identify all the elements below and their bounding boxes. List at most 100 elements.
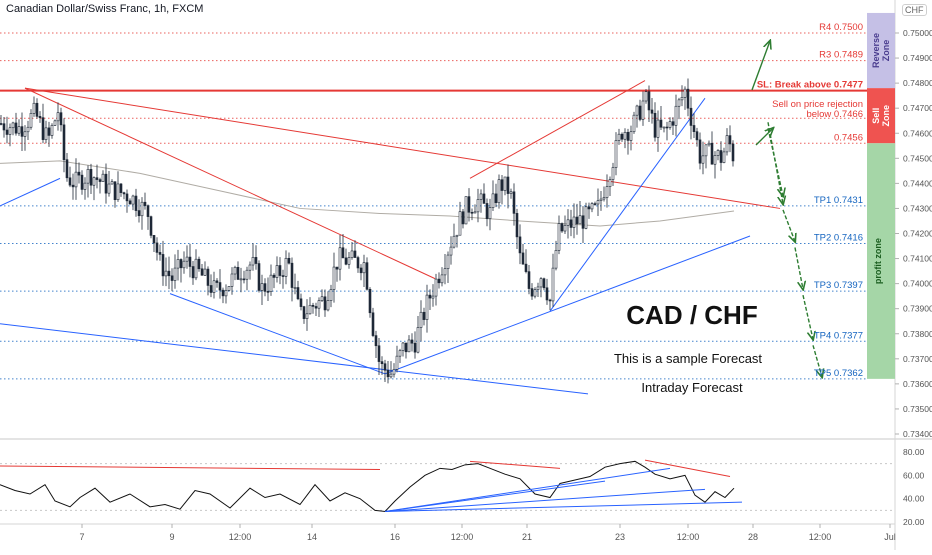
candle-157 bbox=[470, 208, 474, 221]
trendline-1[interactable] bbox=[24, 87, 781, 209]
candle-173 bbox=[518, 224, 522, 265]
candle-70 bbox=[209, 274, 213, 298]
candle-182 bbox=[545, 278, 549, 305]
candle-49 bbox=[146, 204, 150, 230]
candle-110 bbox=[329, 284, 333, 308]
candle-162 bbox=[485, 198, 489, 227]
candle-111 bbox=[332, 252, 336, 303]
candle-40 bbox=[119, 183, 123, 197]
ytick-label-8: 0.74200 bbox=[903, 229, 932, 239]
rsi-ytick-label-3: 20.00 bbox=[903, 517, 925, 527]
trendline-0[interactable] bbox=[24, 87, 436, 280]
candle-159 bbox=[476, 188, 480, 223]
candle-133 bbox=[398, 348, 402, 363]
candle-132 bbox=[395, 345, 399, 373]
candle-42 bbox=[125, 189, 129, 213]
candle-137 bbox=[410, 333, 414, 352]
ytick-label-11: 0.73900 bbox=[903, 304, 932, 314]
candle-108 bbox=[323, 289, 327, 317]
pair-title: CAD / CHF bbox=[626, 300, 757, 330]
candle-190 bbox=[569, 209, 573, 237]
candle-28 bbox=[83, 177, 87, 200]
candle-26 bbox=[77, 162, 81, 184]
level-label-0: R4 0.7500 bbox=[819, 22, 863, 33]
candle-202 bbox=[605, 174, 609, 208]
level-label-9: TP5 0.7362 bbox=[814, 368, 863, 379]
candle-12 bbox=[35, 98, 39, 119]
rsi-trendline-4[interactable] bbox=[384, 467, 671, 512]
candle-143 bbox=[428, 289, 432, 310]
candle-13 bbox=[38, 111, 42, 123]
candle-74 bbox=[221, 287, 225, 304]
rsi-trendline-6[interactable] bbox=[384, 501, 743, 512]
candle-223 bbox=[668, 117, 672, 130]
candle-177 bbox=[530, 283, 534, 300]
candle-18 bbox=[53, 119, 57, 127]
xtick-label-9: 28 bbox=[748, 532, 758, 542]
candle-183 bbox=[548, 298, 552, 311]
zone-label-2: profit zone bbox=[873, 238, 883, 284]
trendline-7[interactable] bbox=[384, 235, 751, 375]
candle-142 bbox=[425, 284, 429, 333]
candle-213 bbox=[638, 99, 642, 122]
candle-165 bbox=[494, 183, 498, 208]
trendline-6[interactable] bbox=[549, 97, 706, 312]
candle-161 bbox=[482, 183, 486, 204]
forecast-caption: Intraday Forecast bbox=[641, 380, 743, 395]
candle-240 bbox=[719, 141, 723, 171]
candle-83 bbox=[248, 261, 252, 280]
candle-17 bbox=[50, 123, 54, 139]
candle-51 bbox=[152, 234, 156, 252]
candle-170 bbox=[509, 188, 513, 199]
candle-96 bbox=[287, 252, 291, 265]
candle-54 bbox=[161, 240, 165, 286]
forecast-arrow-up bbox=[751, 41, 770, 91]
candle-238 bbox=[713, 151, 717, 179]
candle-129 bbox=[386, 361, 390, 384]
currency-badge[interactable]: CHF bbox=[902, 4, 927, 16]
candle-171 bbox=[512, 183, 516, 226]
candle-209 bbox=[626, 128, 630, 155]
xtick-label-4: 16 bbox=[390, 532, 400, 542]
candle-79 bbox=[236, 261, 240, 280]
candle-217 bbox=[650, 98, 654, 124]
candle-186 bbox=[557, 215, 561, 255]
candle-127 bbox=[380, 356, 384, 375]
candle-178 bbox=[533, 287, 537, 299]
candle-32 bbox=[95, 164, 99, 189]
candle-153 bbox=[458, 201, 462, 236]
rsi-trendline-0[interactable] bbox=[0, 465, 381, 470]
candle-160 bbox=[479, 189, 483, 213]
ytick-label-16: 0.73400 bbox=[903, 429, 932, 439]
candle-130 bbox=[389, 361, 393, 379]
trendline-2[interactable] bbox=[469, 80, 646, 179]
candle-197 bbox=[590, 202, 594, 213]
candle-46 bbox=[137, 199, 141, 223]
candle-22 bbox=[65, 153, 69, 182]
xtick-label-11: Jul bbox=[884, 532, 896, 542]
trendline-5[interactable] bbox=[0, 323, 589, 395]
candle-59 bbox=[176, 249, 180, 281]
level-label-8: TP4 0.7377 bbox=[814, 330, 863, 341]
rsi-trendline-1[interactable] bbox=[469, 460, 561, 469]
trendline-3[interactable] bbox=[0, 177, 61, 207]
candle-231 bbox=[692, 113, 696, 139]
candle-164 bbox=[491, 180, 495, 212]
rsi-trendline-5[interactable] bbox=[384, 488, 706, 512]
trendline-4[interactable] bbox=[169, 293, 386, 375]
candle-155 bbox=[464, 196, 468, 225]
candle-229 bbox=[686, 78, 690, 117]
level-label-5: TP1 0.7431 bbox=[814, 195, 863, 206]
candle-37 bbox=[110, 179, 114, 185]
candle-56 bbox=[167, 256, 171, 290]
candle-225 bbox=[674, 94, 678, 137]
xtick-label-5: 12:00 bbox=[451, 532, 474, 542]
candle-35 bbox=[104, 163, 108, 204]
rsi-trendline-2[interactable] bbox=[644, 459, 731, 477]
candle-89 bbox=[266, 277, 270, 302]
xtick-label-10: 12:00 bbox=[809, 532, 832, 542]
forecast-subtitle: This is a sample Forecast bbox=[614, 351, 762, 366]
xtick-label-0: 7 bbox=[79, 532, 84, 542]
